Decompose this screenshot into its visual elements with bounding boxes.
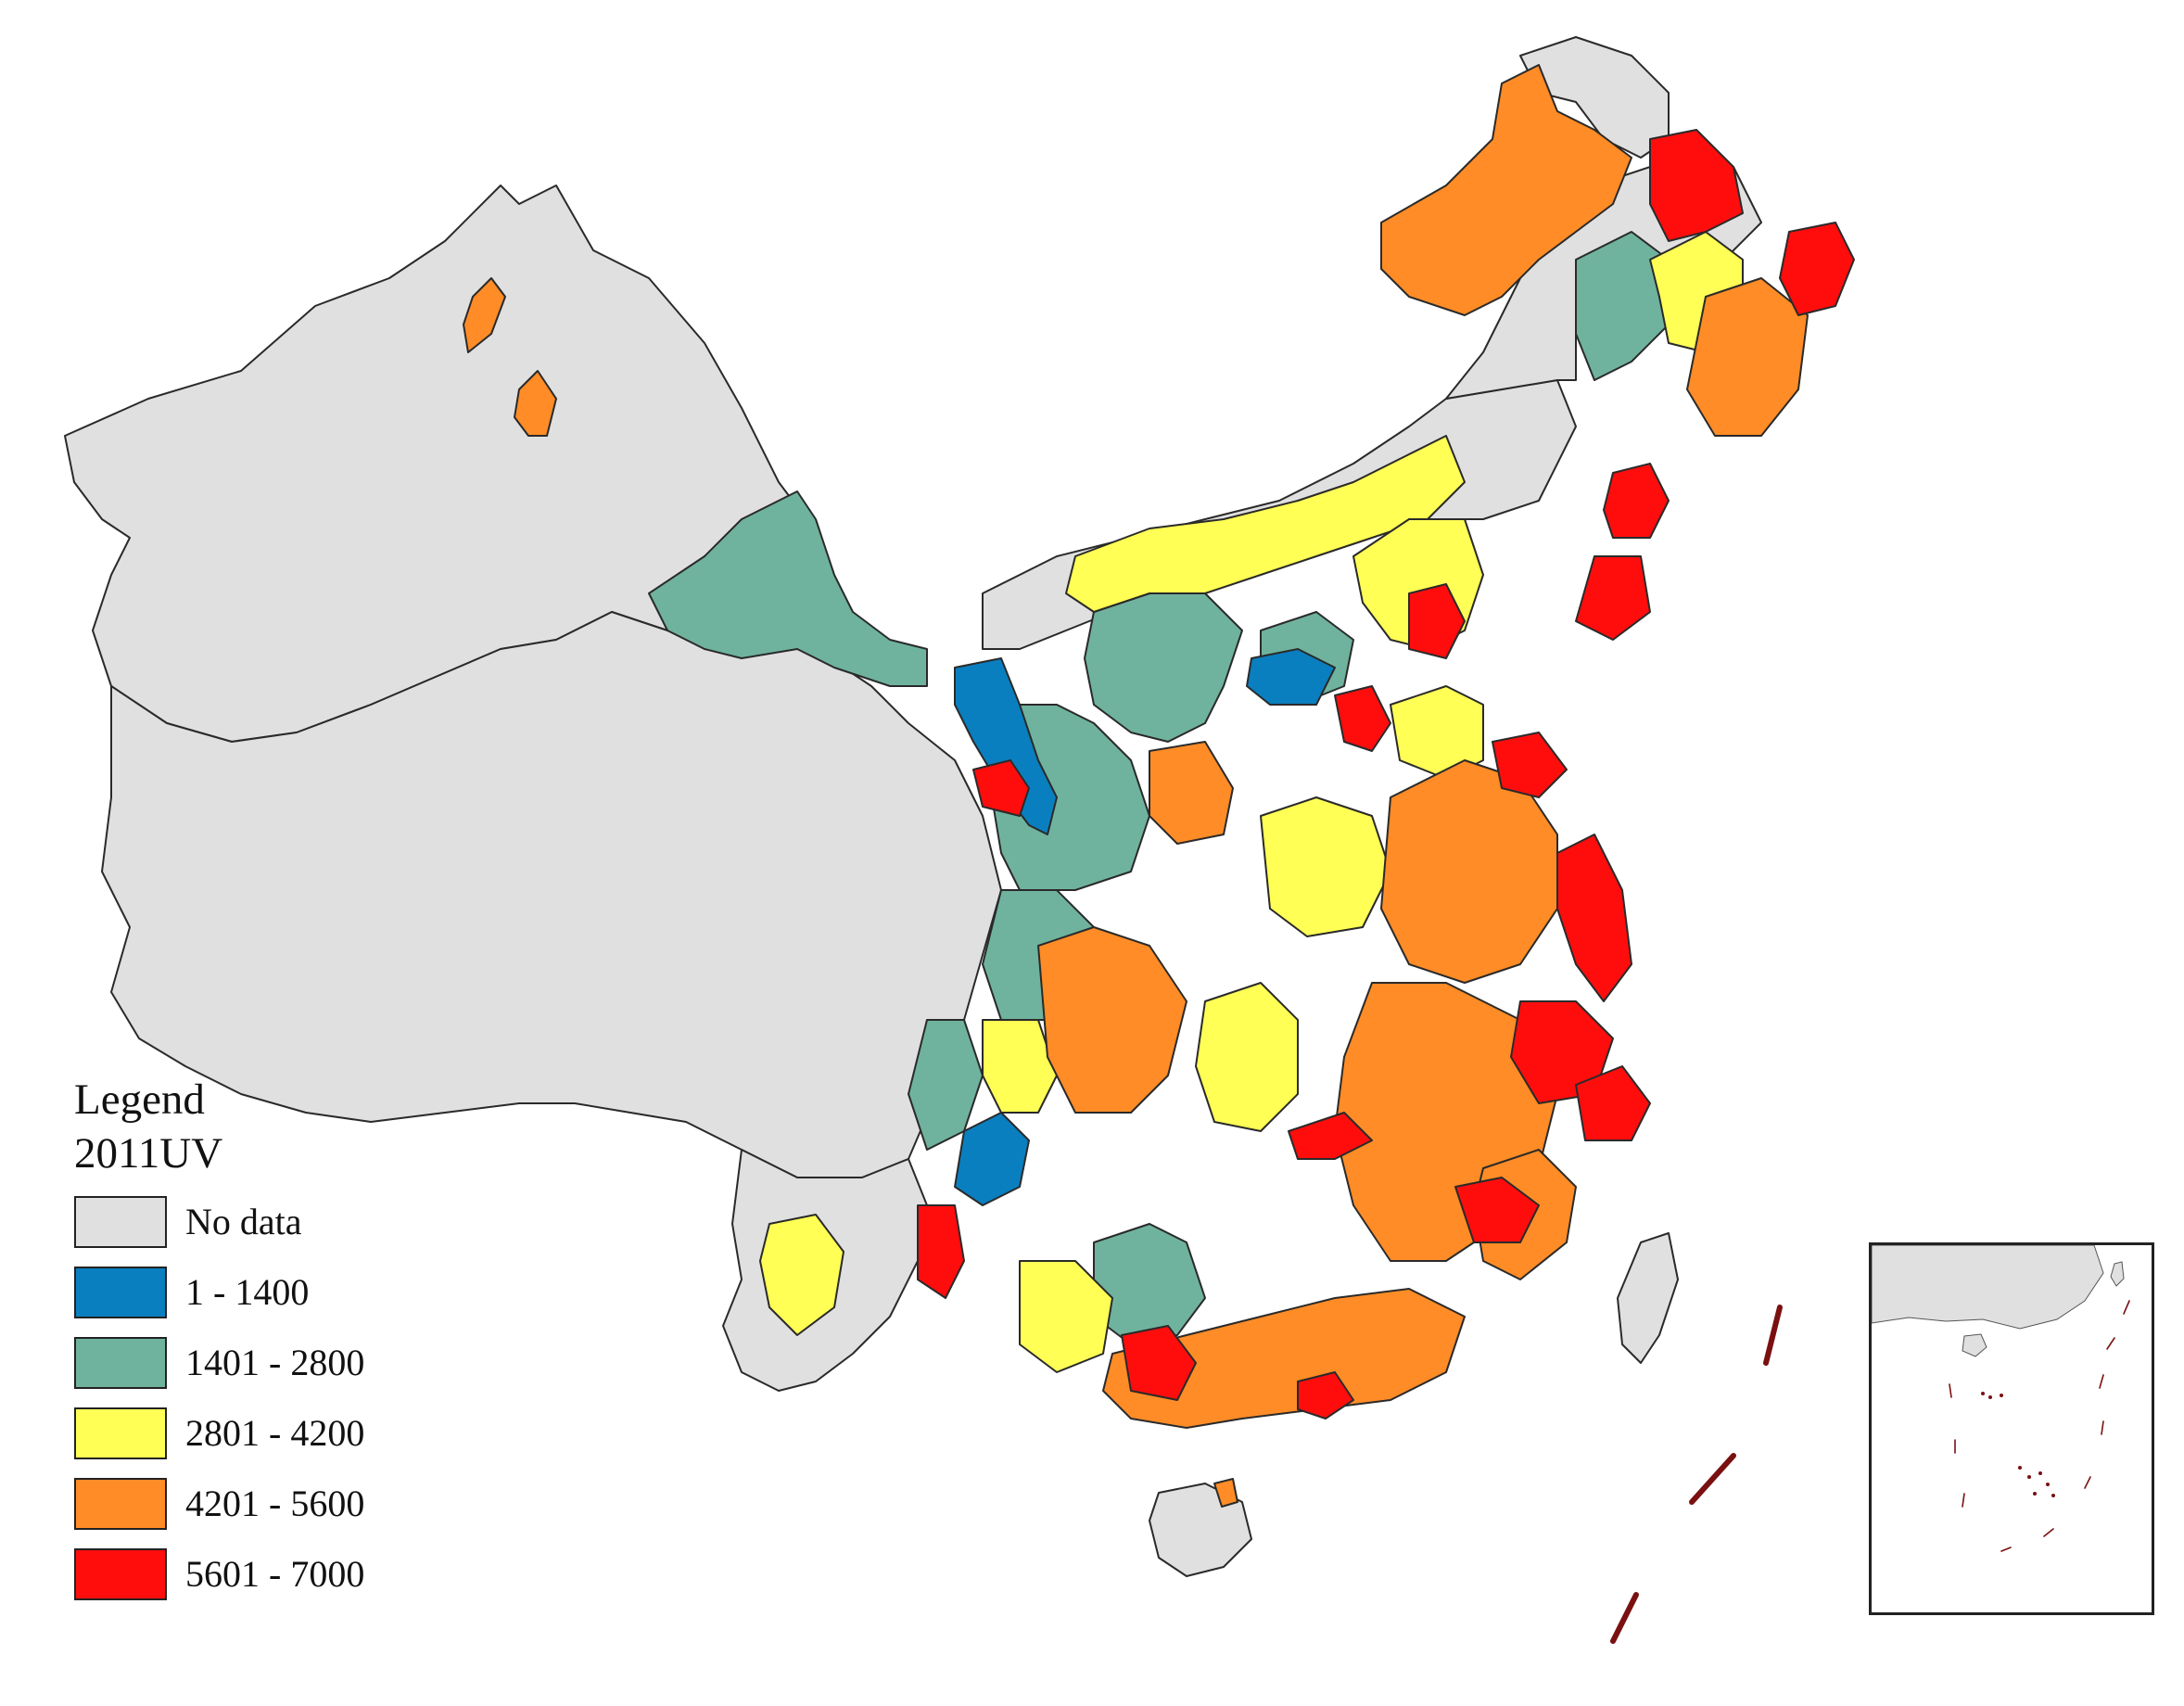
region-guangxi-yellow	[1019, 1260, 1113, 1373]
legend-item-class4: 4201 - 5600	[74, 1478, 463, 1534]
region-hubei-red	[1288, 1112, 1373, 1160]
legend-item-no-data: No data	[74, 1196, 463, 1252]
dash-mark	[2084, 1476, 2091, 1489]
region-shandong-red	[1492, 732, 1568, 798]
region-jiangsu-red	[1556, 834, 1632, 1002]
legend-swatch	[74, 1337, 167, 1389]
region-sichuan-orange	[1037, 926, 1187, 1114]
dash-mark	[1689, 1453, 1736, 1505]
region-heilongjiang-red	[1649, 129, 1744, 242]
region-beijing-red	[1408, 583, 1466, 659]
island-dot	[1988, 1395, 1992, 1399]
island-dot	[2027, 1475, 2031, 1479]
island-dot	[2038, 1471, 2042, 1475]
region-guangdong-red2	[1297, 1371, 1354, 1420]
legend-title: Legend	[74, 1076, 205, 1124]
region-fujian-red	[1454, 1177, 1540, 1243]
map-legend: Legend 2011UV No data 1 - 1400 1401 - 28…	[69, 1074, 458, 1600]
legend-swatch	[74, 1478, 167, 1530]
region-gansu-west	[648, 490, 928, 687]
region-ningxia-blue	[1246, 648, 1336, 706]
dash-mark	[1610, 1592, 1639, 1644]
region-shanxi-red	[1334, 685, 1391, 752]
region-qinghai-red	[972, 759, 1030, 817]
island-dot	[2018, 1466, 2022, 1470]
inset-map-svg	[1872, 1245, 2130, 1552]
region-guangdong-orange	[1102, 1288, 1466, 1429]
region-hunan-yellow	[1195, 982, 1299, 1132]
region-sichuan-red	[917, 1204, 965, 1299]
legend-swatch	[74, 1267, 167, 1318]
region-shandong-yellow	[1390, 685, 1484, 780]
legend-subtitle: 2011UV	[74, 1129, 223, 1178]
legend-label: 1401 - 2800	[185, 1342, 365, 1383]
inset-taiwan	[2110, 1261, 2125, 1287]
region-heilongjiang-orange	[1380, 64, 1632, 316]
legend-item-class1: 1 - 1400	[74, 1267, 463, 1322]
legend-item-class3: 2801 - 4200	[74, 1407, 463, 1463]
dash-mark	[2000, 1547, 2012, 1552]
dash-mark	[2101, 1420, 2104, 1435]
dash-mark	[2099, 1374, 2104, 1389]
inset-dash-marks	[1949, 1300, 2130, 1552]
legend-swatch	[74, 1548, 167, 1600]
island-dot	[2033, 1492, 2037, 1496]
inset-islands	[1981, 1392, 2055, 1497]
legend-label: 2801 - 4200	[185, 1412, 365, 1454]
nine-dash-line	[1610, 1305, 1783, 1644]
region-qinghai-blue	[954, 657, 1058, 835]
legend-label: 5601 - 7000	[185, 1553, 365, 1595]
region-taiwan	[1617, 1232, 1679, 1364]
dash-mark	[2123, 1300, 2130, 1315]
region-xinjiang-orange1	[463, 277, 506, 353]
region-henan-yellow	[1260, 796, 1391, 937]
island-dot	[2051, 1494, 2055, 1497]
map-regions	[64, 36, 1855, 1577]
legend-label: No data	[185, 1201, 302, 1242]
dash-mark	[2043, 1528, 2054, 1537]
dash-mark	[1949, 1383, 1952, 1398]
region-guizhou-yellow	[982, 1019, 1058, 1114]
island-dot	[1981, 1392, 1985, 1395]
legend-swatch	[74, 1407, 167, 1459]
dash-mark	[1763, 1305, 1783, 1366]
legend-swatch	[74, 1196, 167, 1248]
legend-label: 1 - 1400	[185, 1271, 310, 1313]
island-dot	[2046, 1483, 2050, 1486]
dash-mark	[2106, 1337, 2115, 1350]
south-china-sea-inset	[1869, 1242, 2154, 1615]
inset-mainland	[1872, 1245, 2104, 1330]
region-shaanxi-north	[1084, 592, 1243, 743]
region-heilongjiang-green	[1575, 231, 1670, 381]
region-guizhou-green	[1093, 1223, 1206, 1345]
legend-label: 4201 - 5600	[185, 1483, 365, 1524]
legend-item-class5: 5601 - 7000	[74, 1548, 463, 1604]
region-xinjiang-orange2	[514, 370, 557, 437]
island-dot	[2000, 1394, 2003, 1397]
region-yunnan-yellow	[759, 1214, 844, 1336]
dash-mark	[1962, 1493, 1965, 1508]
region-gansu-orange	[1149, 741, 1234, 845]
legend-item-class2: 1401 - 2800	[74, 1337, 463, 1393]
region-liaoning-red	[1575, 555, 1651, 641]
region-heilongjiang-east-red	[1779, 222, 1855, 316]
region-jiangsu-orange	[1380, 759, 1558, 984]
inset-hainan	[1962, 1333, 1987, 1357]
region-jilin-red	[1603, 463, 1670, 539]
region-jilin-orange	[1686, 277, 1809, 437]
region-hainan-orange	[1213, 1478, 1238, 1508]
region-guangdong-red1	[1121, 1325, 1197, 1401]
region-zhejiang-red	[1575, 1065, 1651, 1141]
